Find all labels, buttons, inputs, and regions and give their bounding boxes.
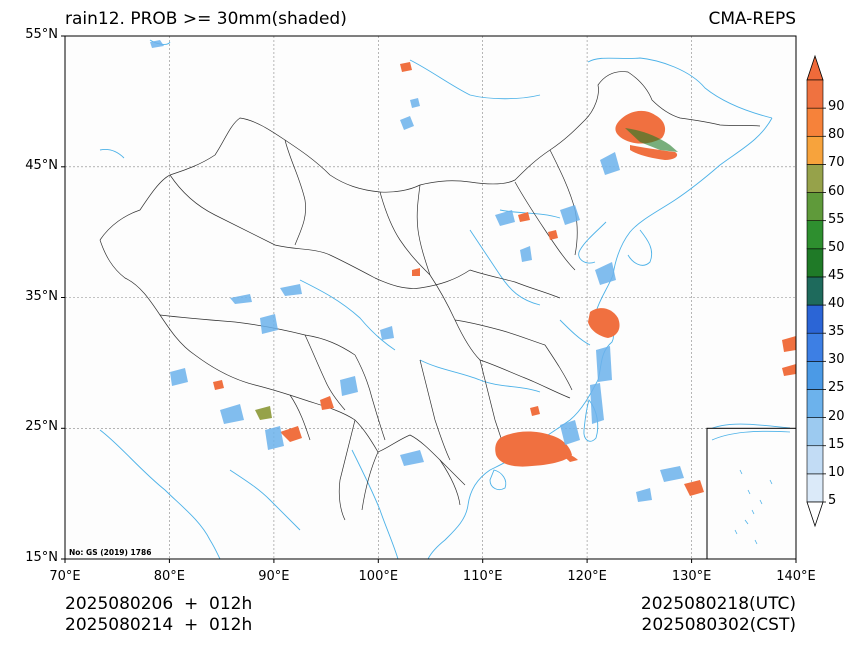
init-time-block: 2025080206 + 012h 2025080214 + 012h (65, 594, 252, 636)
gridlines (65, 36, 796, 559)
colorbar-tick-label: 80 (828, 127, 845, 143)
colorbar-segment (806, 248, 824, 278)
lon-label-130: 130°E (671, 569, 712, 584)
colorbar-tick-label: 50 (828, 239, 845, 255)
colorbar-segment (806, 332, 824, 362)
inset-islands (711, 430, 791, 545)
colorbar-segment (806, 276, 824, 306)
colorbar-tick-label: 15 (828, 436, 845, 452)
lat-label-35: 35°N (25, 289, 58, 304)
colorbar-segment (806, 164, 824, 193)
colorbar-segment (806, 220, 824, 250)
colorbar-tick-label: 60 (828, 183, 845, 199)
south-china-sea-inset (706, 427, 797, 560)
colorbar-segment (806, 107, 824, 137)
valid-time-cst: 2025080302(CST) (641, 615, 796, 635)
colorbar-segment (806, 79, 824, 109)
colorbar-tick-label: 30 (828, 352, 845, 368)
colorbar-segment (806, 445, 824, 475)
valid-time-block: 2025080218(UTC) 2025080302(CST) (641, 594, 796, 636)
colorbar-segment (806, 192, 824, 221)
colorbar (806, 54, 826, 528)
init-time-line-1: 2025080206 + 012h (65, 594, 253, 614)
lon-label-80: 80°E (153, 569, 186, 584)
colorbar-tick-label: 5 (828, 493, 837, 508)
probability-shading (150, 40, 796, 502)
colorbar-segment (806, 135, 824, 165)
lat-label-25: 25°N (25, 419, 58, 434)
colorbar-tick-label: 70 (828, 155, 845, 171)
lat-label-15: 15°N (25, 550, 58, 565)
lon-label-140: 140°E (776, 569, 816, 584)
lon-label-100: 100°E (358, 569, 399, 584)
lat-label-45: 45°N (25, 158, 58, 173)
colorbar-extend-under (806, 501, 824, 528)
init-time-line-2: 2025080214 + 012h (65, 615, 253, 635)
colorbar-segment (806, 361, 824, 390)
colorbar-segment (806, 304, 824, 334)
colorbar-tick-label: 20 (828, 408, 845, 424)
colorbar-tick-label: 55 (828, 211, 845, 227)
tick-marks (61, 35, 797, 563)
colorbar-tick-label: 10 (828, 464, 845, 480)
colorbar-tick-label: 90 (828, 99, 845, 115)
colorbar-tick-label: 25 (828, 380, 845, 396)
lon-label-110: 110°E (462, 569, 503, 584)
colorbar-extend-over (806, 54, 824, 81)
map-title: rain12. PROB >= 30mm(shaded) (65, 9, 347, 29)
valid-time-utc: 2025080218(UTC) (640, 594, 796, 614)
colorbar-tick-label: 40 (828, 296, 845, 312)
colorbar-segment (806, 473, 824, 503)
lon-label-90: 90°E (258, 569, 290, 584)
colorbar-tick-label: 45 (828, 267, 845, 283)
colorbar-tick-label: 35 (828, 324, 845, 340)
map-approval-note: No: GS (2019) 1786 (69, 548, 152, 557)
model-name: CMA-REPS (708, 9, 796, 29)
lon-label-120: 120°E (567, 569, 607, 584)
lon-label-70: 70°E (49, 569, 81, 584)
colorbar-segment (806, 417, 824, 447)
colorbar-segment (806, 389, 824, 418)
lat-label-55: 55°N (25, 27, 58, 42)
